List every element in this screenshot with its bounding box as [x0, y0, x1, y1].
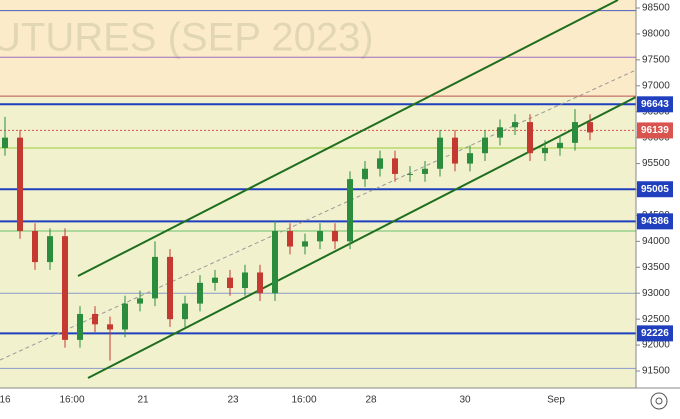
x-tick-label: 16:00 [291, 395, 316, 406]
candle-body [92, 313, 98, 325]
y-tick-label: 93500 [642, 262, 670, 273]
y-tick-label: 97500 [642, 54, 670, 65]
candle-body [377, 158, 383, 169]
candle-body [317, 230, 323, 242]
level-label: 96643 [641, 99, 669, 110]
candle-body [212, 277, 218, 283]
x-tick-label: 21 [137, 395, 149, 406]
y-tick-label: 92000 [642, 340, 670, 351]
candle-body [482, 137, 488, 154]
candle-body [407, 173, 413, 175]
candle-body [77, 313, 83, 340]
x-tick-label: Sep [547, 395, 565, 406]
candle-body [332, 230, 338, 242]
candle-body [347, 179, 353, 242]
candle-body [182, 303, 188, 320]
candle-body [32, 230, 38, 263]
candle-body [437, 137, 443, 169]
candle-body [107, 324, 113, 330]
candle-body [287, 230, 293, 247]
candle-body [557, 142, 563, 149]
candle-body [497, 127, 503, 138]
candle-body [467, 153, 473, 164]
candle-body [122, 303, 128, 330]
level-tag [637, 181, 673, 198]
candle-body [392, 158, 398, 174]
y-tick-label: 98500 [642, 3, 670, 14]
level-label: 95005 [641, 184, 669, 195]
y-tick-label: 91500 [642, 366, 670, 377]
candle-body [17, 137, 23, 231]
candle-body [572, 122, 578, 143]
candle-body [257, 272, 263, 294]
upper-zone [0, 0, 636, 96]
x-tick-label: 28 [365, 395, 377, 406]
candle-body [167, 256, 173, 320]
candle-body [272, 230, 278, 294]
level-label: 96139 [641, 125, 669, 136]
y-tick-label: 97000 [642, 80, 670, 91]
candle-body [47, 236, 53, 263]
candle-body [302, 241, 308, 247]
settings-icon [655, 397, 663, 405]
lower-zone [0, 96, 636, 388]
level-tag [637, 96, 673, 113]
level-tag [637, 122, 673, 139]
settings-button[interactable] [650, 392, 668, 410]
candle-body [62, 236, 68, 340]
candle-body [242, 272, 248, 289]
level-tag [637, 325, 673, 342]
candle-body [587, 122, 593, 133]
x-tick-label: 16:00 [59, 395, 84, 406]
watermark: UTURES (SEP 2023) [0, 16, 374, 60]
channel-upper [77, 0, 619, 277]
y-tick-label: 92500 [642, 314, 670, 325]
candle-body [542, 148, 548, 154]
level-label: 94386 [641, 216, 669, 227]
level-label: 92226 [641, 328, 669, 339]
candle-body [227, 277, 233, 289]
candle-body [527, 122, 533, 154]
candle-body [197, 282, 203, 304]
level-tag [637, 213, 673, 230]
x-tick-label: 30 [459, 395, 471, 406]
candle-body [512, 122, 518, 128]
candle-body [2, 137, 8, 149]
x-tick-label: 23 [227, 395, 239, 406]
candle-body [422, 168, 428, 174]
y-tick-label: 95500 [642, 158, 670, 169]
candle-body [137, 298, 143, 304]
y-tick-label: 98000 [642, 29, 670, 40]
candle-body [452, 137, 458, 164]
candle-body [362, 168, 368, 180]
candle-body [152, 256, 158, 299]
y-tick-label: 94000 [642, 236, 670, 247]
y-tick-label: 93000 [642, 288, 670, 299]
x-tick-label: 16 [0, 395, 11, 406]
